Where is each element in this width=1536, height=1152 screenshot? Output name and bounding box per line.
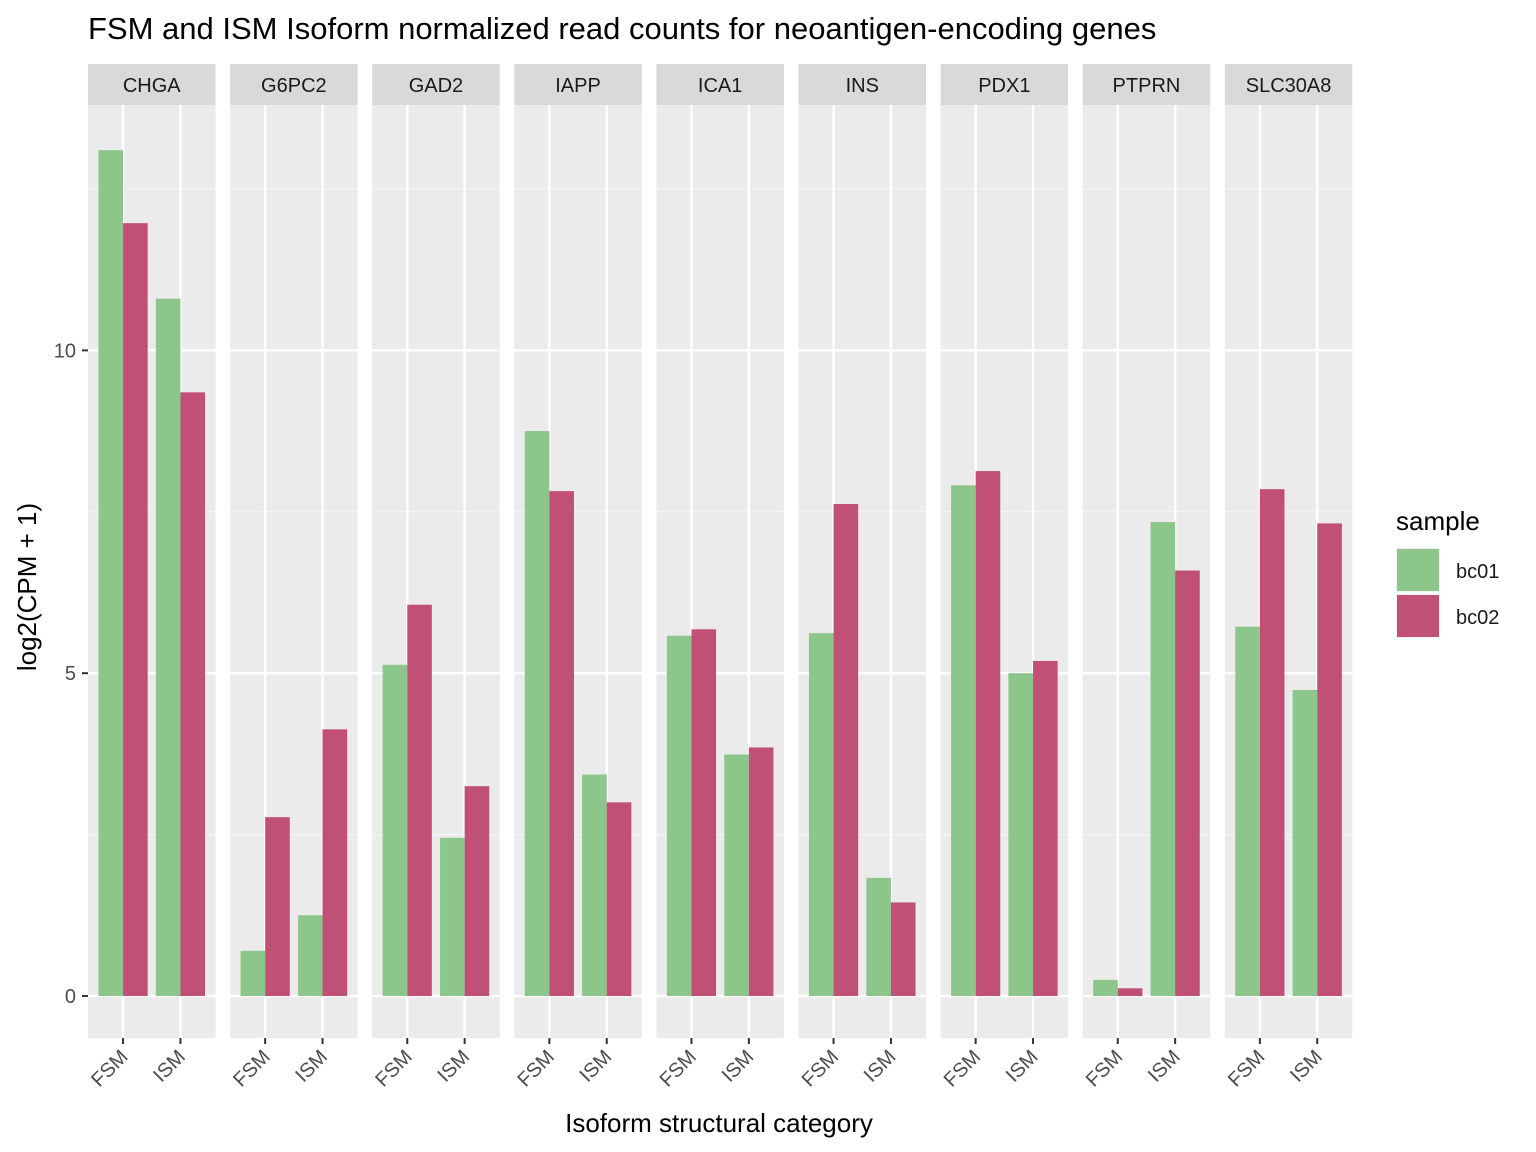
bar-chga-fsm-bc02 <box>123 223 148 997</box>
x-tick-label: ISM <box>1286 1046 1327 1087</box>
facet-panel-slc30a8: SLC30A8 FSM ISM <box>1224 64 1353 1091</box>
legend: sample bc01 bc02 <box>1396 506 1499 638</box>
bar-chga-fsm-bc01 <box>98 150 124 997</box>
bar-ptprn-ism-bc02 <box>1175 570 1200 997</box>
facet-strip <box>514 64 642 105</box>
facet-panels: CHGA FSM ISM G6PC2 FSM ISM GAD2 FSM ISM IAPP FSM IS… <box>87 64 1353 1091</box>
bar-slc30a8-fsm-bc01 <box>1235 626 1260 997</box>
x-tick-label: ISM <box>718 1046 759 1087</box>
facet-label: PDX1 <box>978 75 1030 97</box>
facet-strip <box>798 64 926 105</box>
facet-panel-chga: CHGA FSM ISM <box>87 64 216 1091</box>
chart-title: FSM and ISM Isoform normalized read coun… <box>88 11 1156 46</box>
facet-strip <box>1224 64 1353 105</box>
bar-ica1-fsm-bc02 <box>691 629 717 997</box>
bar-gad2-fsm-bc02 <box>407 604 432 997</box>
x-tick-label: FSM <box>798 1046 843 1091</box>
legend-title: sample <box>1396 506 1480 536</box>
facet-panel-pdx1: PDX1 FSM ISM <box>940 64 1069 1091</box>
x-tick-label: ISM <box>433 1046 474 1087</box>
facet-label: SLC30A8 <box>1246 75 1332 97</box>
bar-ins-fsm-bc01 <box>808 633 834 997</box>
x-tick-label: ISM <box>1002 1046 1043 1087</box>
facet-label: INS <box>846 75 879 97</box>
bar-ica1-fsm-bc01 <box>666 635 692 997</box>
bar-chga-ism-bc01 <box>155 298 181 997</box>
bar-g6pc2-ism-bc01 <box>297 915 323 997</box>
facet-label: GAD2 <box>409 75 463 97</box>
y-axis: 0 5 10 <box>54 340 88 1008</box>
bar-ica1-ism-bc02 <box>748 747 774 997</box>
facet-strip <box>372 64 500 105</box>
y-tick-label: 10 <box>54 340 76 362</box>
x-axis-title: Isoform structural category <box>565 1108 873 1138</box>
y-tick-label: 5 <box>65 663 76 685</box>
facet-panel-g6pc2: G6PC2 FSM ISM <box>229 64 358 1091</box>
bar-g6pc2-ism-bc02 <box>322 729 348 997</box>
facet-label: G6PC2 <box>261 75 327 97</box>
bar-slc30a8-ism-bc01 <box>1292 689 1318 997</box>
facet-strip <box>656 64 784 105</box>
x-tick-label: FSM <box>1224 1046 1269 1091</box>
bar-pdx1-fsm-bc01 <box>951 485 976 997</box>
facet-label: ICA1 <box>698 75 742 97</box>
x-tick-label: FSM <box>940 1046 985 1091</box>
x-tick-label: FSM <box>656 1046 701 1091</box>
x-tick-label: FSM <box>1082 1046 1127 1091</box>
bar-chga-ism-bc02 <box>180 392 206 997</box>
legend-items: bc01 bc02 <box>1396 548 1499 638</box>
bar-ptprn-fsm-bc02 <box>1117 988 1143 997</box>
bar-iapp-ism-bc02 <box>606 802 632 997</box>
bar-ins-fsm-bc02 <box>833 504 859 997</box>
facet-panel-iapp: IAPP FSM ISM <box>513 64 642 1091</box>
bar-pdx1-ism-bc02 <box>1033 660 1058 997</box>
facet-panel-gad2: GAD2 FSM ISM <box>371 64 500 1091</box>
bar-gad2-ism-bc02 <box>464 786 490 997</box>
bar-g6pc2-fsm-bc01 <box>240 950 266 997</box>
bar-ins-ism-bc02 <box>890 902 916 997</box>
x-tick-label: FSM <box>87 1046 132 1091</box>
bar-pdx1-ism-bc01 <box>1008 673 1034 997</box>
bar-slc30a8-ism-bc02 <box>1317 523 1342 997</box>
facet-strip <box>1082 64 1211 105</box>
legend-key-bc01 <box>1397 549 1439 591</box>
bar-iapp-fsm-bc01 <box>524 431 550 997</box>
x-tick-label: ISM <box>576 1046 617 1087</box>
bar-iapp-ism-bc01 <box>582 774 607 997</box>
facet-strip <box>88 64 216 105</box>
legend-label-bc01: bc01 <box>1456 561 1499 583</box>
bar-ins-ism-bc01 <box>866 877 891 997</box>
legend-key-bc02 <box>1397 595 1439 637</box>
legend-label-bc02: bc02 <box>1456 607 1499 629</box>
facet-label: CHGA <box>123 75 181 97</box>
x-tick-label: ISM <box>860 1046 901 1087</box>
facet-strip <box>940 64 1069 105</box>
bar-ptprn-ism-bc01 <box>1150 522 1176 997</box>
x-tick-label: FSM <box>371 1046 416 1091</box>
bar-gad2-fsm-bc01 <box>382 664 408 997</box>
bar-slc30a8-fsm-bc02 <box>1259 489 1285 997</box>
bar-g6pc2-fsm-bc02 <box>265 817 290 997</box>
bar-gad2-ism-bc01 <box>440 837 465 997</box>
facet-panel-ins: INS FSM ISM <box>798 64 926 1091</box>
bar-ptprn-fsm-bc01 <box>1093 979 1118 997</box>
x-tick-label: FSM <box>229 1046 274 1091</box>
bar-pdx1-fsm-bc02 <box>975 471 1001 997</box>
y-axis-title: log2(CPM + 1) <box>12 503 42 671</box>
facet-label: IAPP <box>555 75 601 97</box>
x-tick-label: ISM <box>291 1046 332 1087</box>
x-tick-label: ISM <box>1144 1046 1185 1087</box>
x-tick-label: ISM <box>149 1046 190 1087</box>
bar-iapp-fsm-bc02 <box>549 491 574 997</box>
y-tick-label: 0 <box>65 986 76 1008</box>
facet-strip <box>230 64 358 105</box>
facet-label: PTPRN <box>1113 75 1181 97</box>
facet-panel-ica1: ICA1 FSM ISM <box>656 64 784 1091</box>
x-tick-label: FSM <box>513 1046 558 1091</box>
bar-ica1-ism-bc01 <box>724 754 749 997</box>
facet-panel-ptprn: PTPRN FSM ISM <box>1082 64 1211 1091</box>
